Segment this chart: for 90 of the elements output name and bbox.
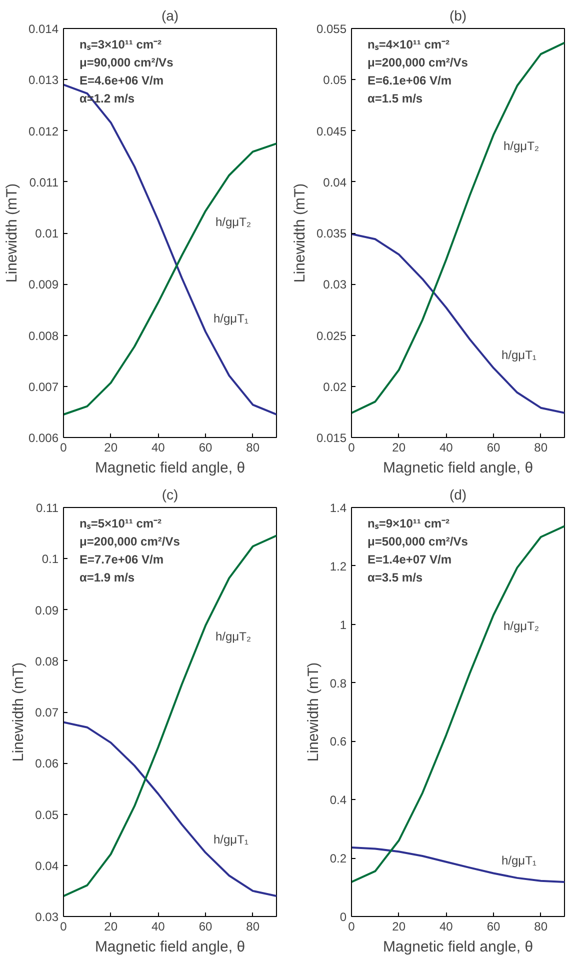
x-tick-label: 20 [104, 920, 118, 934]
x-tick-label: 20 [392, 920, 406, 934]
x-tick-label: 40 [439, 440, 454, 454]
y-tick-label: 1.4 [330, 501, 347, 515]
annotation: μ=90,000 cm²/Vs [80, 56, 174, 70]
x-tick-label: 60 [198, 440, 212, 454]
y-tick-label: 0.03 [35, 910, 59, 924]
x-tick-label: 80 [246, 440, 260, 454]
series-label: h/gμT₂ [216, 630, 252, 644]
y-tick-label: 0.009 [28, 278, 59, 292]
y-tick-label: 0.01 [35, 226, 59, 240]
y-tick-label: 0.055 [316, 22, 347, 36]
x-tick-label: 60 [486, 920, 500, 934]
series-label: h/gμT₁ [214, 312, 248, 326]
annotation: E=4.6e+06 V/m [80, 74, 164, 88]
y-tick-label: 0.8 [330, 676, 347, 690]
y-tick-label: 0.11 [36, 501, 59, 515]
y-tick-label: 0.6 [330, 734, 347, 749]
series-label: h/gμT₂ [504, 138, 540, 153]
x-tick-label: 0 [348, 920, 356, 934]
y-axis-title: Linewidth (mT) [3, 183, 20, 283]
y-tick-label: 0 [340, 910, 347, 924]
y-tick-label: 0.007 [28, 380, 59, 394]
y-tick-label: 1.2 [330, 559, 347, 574]
x-tick-label: 60 [198, 920, 212, 934]
y-tick-label: 0.014 [28, 22, 59, 36]
y-axis-title: Linewidth (mT) [304, 662, 322, 762]
x-tick-label: 40 [151, 920, 166, 934]
y-axis-title: Linewidth (mT) [291, 183, 308, 283]
y-tick-label: 0.09 [35, 603, 59, 618]
y-axis-title: Linewidth (mT) [10, 662, 28, 762]
y-tick-label: 0.4 [330, 793, 347, 808]
x-axis-title: Magnetic field angle, θ [94, 938, 246, 956]
annotation: E=1.4e+07 V/m [368, 552, 452, 566]
y-tick-label: 0.08 [35, 654, 59, 668]
series-label: h/gμT₁ [502, 348, 536, 362]
y-tick-label: 0.07 [35, 706, 59, 720]
x-tick-label: 40 [439, 920, 454, 934]
annotation: nₛ=5×10¹¹ cm⁻² [80, 516, 162, 530]
annotation: nₛ=4×10¹¹ cm⁻² [368, 38, 450, 52]
series-label: h/gμT₂ [504, 619, 540, 634]
annotation: α=1.9 m/s [80, 570, 135, 584]
x-axis-title: Magnetic field angle, θ [382, 938, 534, 956]
x-tick-label: 80 [534, 440, 548, 454]
x-tick-label: 20 [104, 440, 118, 454]
y-tick-label: 0.05 [323, 73, 347, 88]
annotation: E=7.7e+06 V/m [80, 552, 164, 566]
y-tick-label: 0.2 [330, 852, 347, 866]
y-tick-label: 0.06 [35, 756, 59, 771]
y-tick-label: 0.012 [28, 124, 59, 138]
x-tick-label: 60 [486, 440, 500, 454]
y-tick-label: 0.03 [323, 278, 347, 292]
x-tick-label: 0 [60, 920, 68, 934]
annotation: α=1.5 m/s [368, 92, 423, 106]
series-label: h/gμT₁ [502, 853, 536, 868]
y-tick-label: 0.008 [28, 328, 59, 343]
chart-title: (c) [162, 486, 178, 502]
y-tick-label: 0.02 [323, 380, 347, 394]
annotation: μ=500,000 cm²/Vs [368, 534, 468, 548]
annotation: μ=200,000 cm²/Vs [80, 534, 180, 548]
x-tick-label: 0 [348, 440, 356, 454]
chart-title: (d) [449, 486, 467, 502]
x-tick-label: 40 [151, 440, 166, 454]
x-tick-label: 20 [392, 440, 406, 454]
y-tick-label: 0.04 [323, 175, 347, 190]
x-axis-title: Magnetic field angle, θ [382, 460, 534, 476]
x-tick-label: 0 [60, 440, 68, 454]
annotation: nₛ=9×10¹¹ cm⁻² [368, 516, 450, 530]
y-tick-label: 1 [340, 618, 347, 632]
y-tick-label: 0.05 [35, 808, 59, 822]
y-tick-label: 0.035 [316, 226, 347, 240]
series-label: h/gμT₁ [214, 832, 248, 847]
x-axis-title: Magnetic field angle, θ [94, 460, 246, 476]
series-label: h/gμT₂ [216, 215, 252, 230]
annotation: α=3.5 m/s [368, 570, 423, 584]
y-tick-label: 0.1 [42, 552, 59, 566]
x-tick-label: 80 [246, 920, 260, 934]
y-tick-label: 0.045 [316, 124, 347, 138]
y-tick-label: 0.025 [316, 328, 347, 343]
y-tick-label: 0.006 [28, 431, 59, 445]
annotation: μ=200,000 cm²/Vs [368, 56, 468, 70]
x-tick-label: 80 [534, 920, 548, 934]
y-tick-label: 0.011 [29, 175, 59, 190]
annotation: E=6.1e+06 V/m [368, 74, 452, 88]
annotation: nₛ=3×10¹¹ cm⁻² [80, 38, 162, 52]
chart-title: (b) [449, 8, 467, 24]
chart-title: (a) [161, 8, 179, 24]
y-tick-label: 0.013 [28, 73, 59, 88]
y-tick-label: 0.015 [316, 431, 347, 445]
y-tick-label: 0.04 [35, 858, 59, 873]
